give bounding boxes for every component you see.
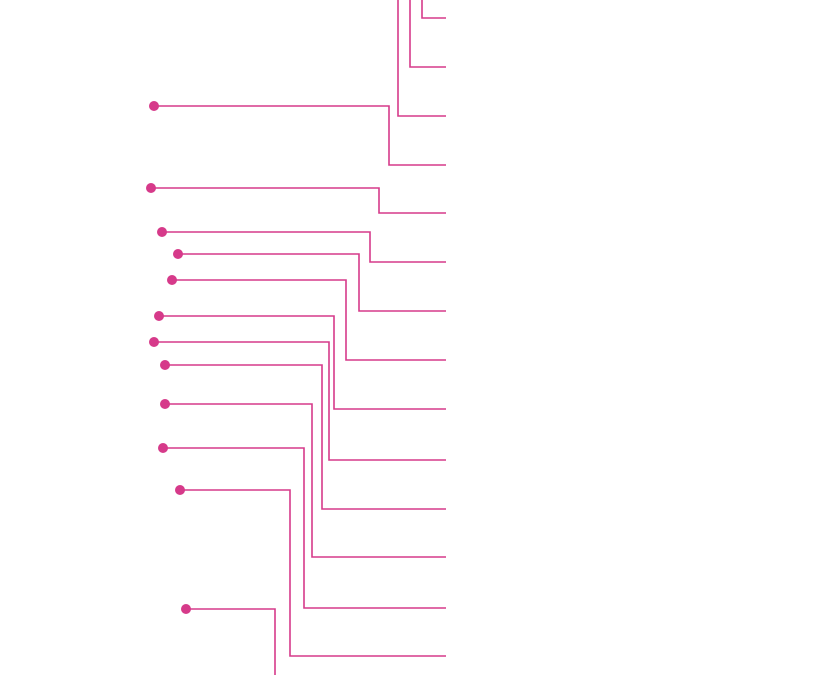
anchor-dot-7: [173, 249, 183, 259]
anchor-dot-6: [157, 227, 167, 237]
anchor-dot-5: [146, 183, 156, 193]
leader-line-5: [151, 187, 446, 214]
anchor-dot-13: [158, 443, 168, 453]
leader-line-7: [178, 253, 446, 312]
leader-line-3: [397, 0, 446, 117]
leader-line-10: [154, 341, 446, 461]
anchor-dot-9: [154, 311, 164, 321]
leader-line-1: [421, 0, 446, 19]
leader-line-4: [154, 105, 446, 166]
anchor-dot-11: [160, 360, 170, 370]
leader-line-12: [165, 403, 446, 558]
leader-line-13: [163, 447, 446, 609]
anchor-dot-12: [160, 399, 170, 409]
leader-line-8: [172, 279, 446, 361]
anchor-dot-10: [149, 337, 159, 347]
leader-line-14: [180, 489, 446, 657]
anchor-dot-4: [149, 101, 159, 111]
leader-line-6: [162, 231, 446, 263]
leader-line-9: [159, 315, 446, 410]
leader-line-2: [409, 0, 446, 68]
leader-lines: [151, 0, 446, 675]
anchor-dot-8: [167, 275, 177, 285]
leader-line-11: [165, 364, 446, 510]
anchor-dot-14: [175, 485, 185, 495]
anchor-dots: [146, 101, 191, 614]
anchor-dot-15: [181, 604, 191, 614]
leader-line-15: [186, 608, 276, 675]
